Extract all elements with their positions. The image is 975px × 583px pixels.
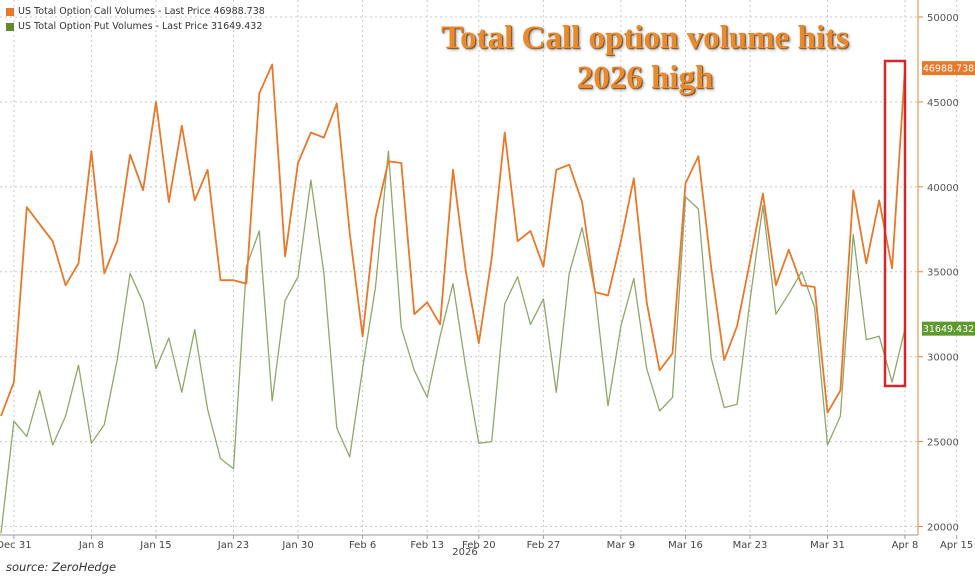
legend: US Total Option Call Volumes - Last Pric… (6, 4, 265, 34)
series-line-puts (0, 150, 906, 534)
x-tick-label: Feb 13 (410, 540, 444, 551)
headline-line-1: Total Call option volume hits (441, 20, 849, 56)
highlight-box (883, 59, 907, 388)
axes: 2026 20000 25000 30000 35000 40000 45000 50000… (0, 0, 975, 558)
legend-label-calls: US Total Option Call Volumes - Last Pric… (18, 6, 265, 17)
x-tick-label: Mar 23 (733, 540, 768, 551)
x-tick-label: Dec 31 (0, 540, 32, 551)
series-line-calls (0, 63, 906, 417)
grid-lines (0, 0, 958, 535)
last-value-badge-puts (922, 321, 975, 336)
y-tick-label: 50000 (927, 13, 959, 24)
last-value-label-calls: 46988.738 (923, 64, 974, 75)
last-value-label-puts: 31649.432 (923, 324, 974, 335)
y-tick-label: 40000 (927, 183, 959, 194)
y-tick-label: 35000 (927, 268, 959, 279)
x-tick-label: Feb 20 (462, 540, 496, 551)
legend-label-puts: US Total Option Put Volumes - Last Price… (18, 21, 263, 32)
x-tick-label: Mar 31 (810, 540, 845, 551)
x-tick-label: Apr 15 (940, 540, 973, 551)
headline-line-2: 2026 high (576, 60, 714, 96)
source-caption: source: ZeroHedge (6, 560, 117, 574)
x-tick-label: Apr 8 (892, 540, 919, 551)
legend-swatch-calls (6, 7, 14, 16)
x-tick-label: Jan 30 (281, 540, 313, 551)
series-lines (0, 63, 906, 534)
y-tick-label: 20000 (927, 523, 959, 534)
x-tick-label: Feb 27 (527, 540, 561, 551)
x-tick-label: Jan 15 (139, 540, 171, 551)
y-tick-label: 25000 (927, 438, 959, 449)
x-tick-label: Jan 23 (217, 540, 249, 551)
last-value-badge-calls (922, 61, 975, 76)
x-tick-label: Feb 6 (349, 540, 376, 551)
legend-swatch-puts (6, 22, 14, 31)
y-tick-label: 30000 (927, 353, 959, 364)
legend-item-puts: US Total Option Put Volumes - Last Price… (6, 19, 265, 34)
chart-headline: Total Call option volume hits 2026 high (365, 18, 925, 98)
x-tick-label: Mar 16 (668, 540, 703, 551)
x-tick-label: Mar 9 (607, 540, 635, 551)
legend-item-calls: US Total Option Call Volumes - Last Pric… (6, 4, 265, 19)
x-axis-title: 2026 (452, 547, 477, 558)
y-tick-label: 45000 (927, 98, 959, 109)
x-tick-label: Jan 8 (78, 540, 104, 551)
